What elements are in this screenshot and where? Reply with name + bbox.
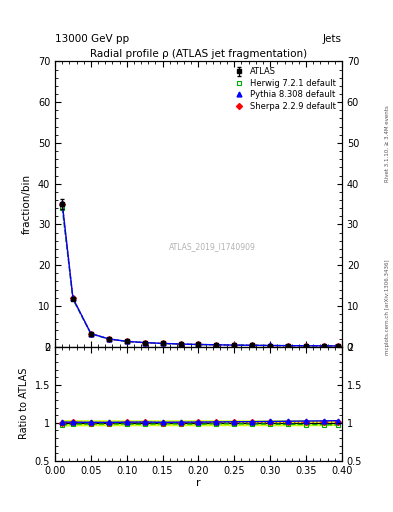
Sherpa 2.2.9 default xyxy=(160,340,165,347)
Pythia 8.308 default xyxy=(60,200,64,206)
Sherpa 2.2.9 default xyxy=(125,338,129,345)
Text: Rivet 3.1.10, ≥ 3.4M events: Rivet 3.1.10, ≥ 3.4M events xyxy=(385,105,390,182)
Pythia 8.308 default xyxy=(178,341,183,347)
Y-axis label: Ratio to ATLAS: Ratio to ATLAS xyxy=(19,368,29,439)
Title: Radial profile ρ (ATLAS jet fragmentation): Radial profile ρ (ATLAS jet fragmentatio… xyxy=(90,49,307,59)
Y-axis label: fraction/bin: fraction/bin xyxy=(22,174,32,234)
Pythia 8.308 default xyxy=(336,343,341,349)
X-axis label: r: r xyxy=(196,478,201,488)
Pythia 8.308 default xyxy=(250,342,255,348)
Text: mcplots.cern.ch [arXiv:1306.3436]: mcplots.cern.ch [arXiv:1306.3436] xyxy=(385,260,390,355)
Pythia 8.308 default xyxy=(125,338,129,345)
Herwig 7.2.1 default xyxy=(336,343,341,349)
Sherpa 2.2.9 default xyxy=(336,343,341,349)
Sherpa 2.2.9 default xyxy=(304,343,309,349)
Sherpa 2.2.9 default xyxy=(214,342,219,348)
Pythia 8.308 default xyxy=(286,343,290,349)
Pythia 8.308 default xyxy=(71,295,75,301)
Sherpa 2.2.9 default xyxy=(250,342,255,348)
Sherpa 2.2.9 default xyxy=(268,343,273,349)
Pythia 8.308 default xyxy=(107,336,111,342)
Herwig 7.2.1 default xyxy=(304,343,309,349)
Line: Herwig 7.2.1 default: Herwig 7.2.1 default xyxy=(60,206,341,348)
Herwig 7.2.1 default xyxy=(268,343,273,349)
Sherpa 2.2.9 default xyxy=(196,342,201,348)
Text: ATLAS_2019_I1740909: ATLAS_2019_I1740909 xyxy=(169,242,256,251)
Legend: ATLAS, Herwig 7.2.1 default, Pythia 8.308 default, Sherpa 2.2.9 default: ATLAS, Herwig 7.2.1 default, Pythia 8.30… xyxy=(229,66,338,113)
Line: Sherpa 2.2.9 default: Sherpa 2.2.9 default xyxy=(60,202,340,348)
Text: Jets: Jets xyxy=(323,33,342,44)
Line: Pythia 8.308 default: Pythia 8.308 default xyxy=(60,200,341,348)
Sherpa 2.2.9 default xyxy=(107,336,111,342)
Herwig 7.2.1 default xyxy=(178,341,183,347)
Sherpa 2.2.9 default xyxy=(321,343,326,349)
Pythia 8.308 default xyxy=(142,339,147,346)
Herwig 7.2.1 default xyxy=(196,342,201,348)
Pythia 8.308 default xyxy=(88,331,93,337)
Herwig 7.2.1 default xyxy=(321,343,326,349)
Text: 13000 GeV pp: 13000 GeV pp xyxy=(55,33,129,44)
Sherpa 2.2.9 default xyxy=(232,342,237,348)
Sherpa 2.2.9 default xyxy=(178,341,183,347)
Herwig 7.2.1 default xyxy=(60,205,64,211)
Herwig 7.2.1 default xyxy=(88,331,93,337)
Pythia 8.308 default xyxy=(268,343,273,349)
Herwig 7.2.1 default xyxy=(160,340,165,347)
Herwig 7.2.1 default xyxy=(232,342,237,348)
Pythia 8.308 default xyxy=(160,340,165,347)
Pythia 8.308 default xyxy=(214,342,219,348)
Herwig 7.2.1 default xyxy=(250,342,255,348)
Sherpa 2.2.9 default xyxy=(60,201,64,207)
Pythia 8.308 default xyxy=(321,343,326,349)
Herwig 7.2.1 default xyxy=(107,336,111,342)
Herwig 7.2.1 default xyxy=(125,338,129,345)
Herwig 7.2.1 default xyxy=(71,296,75,303)
Sherpa 2.2.9 default xyxy=(142,339,147,346)
Pythia 8.308 default xyxy=(232,342,237,348)
Sherpa 2.2.9 default xyxy=(88,331,93,337)
Herwig 7.2.1 default xyxy=(286,343,290,349)
Pythia 8.308 default xyxy=(304,343,309,349)
Pythia 8.308 default xyxy=(196,342,201,348)
Herwig 7.2.1 default xyxy=(142,339,147,346)
Herwig 7.2.1 default xyxy=(214,342,219,348)
Sherpa 2.2.9 default xyxy=(71,295,75,302)
Sherpa 2.2.9 default xyxy=(286,343,290,349)
